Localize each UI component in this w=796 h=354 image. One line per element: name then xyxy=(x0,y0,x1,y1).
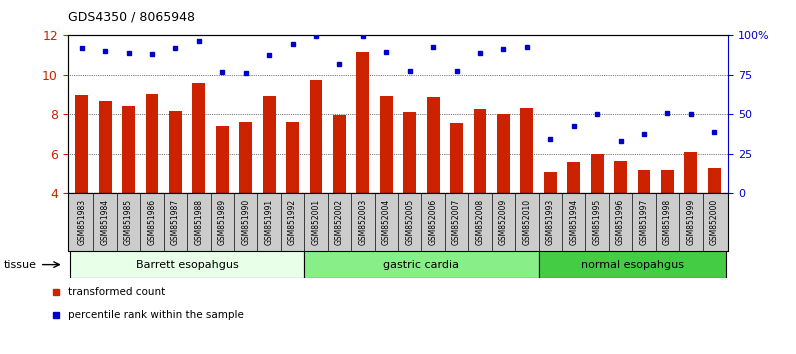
Text: percentile rank within the sample: percentile rank within the sample xyxy=(68,310,244,320)
Bar xyxy=(474,109,486,193)
Text: GSM852000: GSM852000 xyxy=(710,199,719,245)
Text: GSM851991: GSM851991 xyxy=(264,199,274,245)
Text: GSM851985: GSM851985 xyxy=(124,199,133,245)
Bar xyxy=(146,95,158,193)
Bar xyxy=(497,114,510,193)
Text: GSM852002: GSM852002 xyxy=(335,199,344,245)
Bar xyxy=(404,112,416,193)
Text: GSM851987: GSM851987 xyxy=(171,199,180,245)
Text: GSM851989: GSM851989 xyxy=(218,199,227,245)
Bar xyxy=(427,97,439,193)
Text: GSM851992: GSM851992 xyxy=(288,199,297,245)
Bar xyxy=(169,111,181,193)
Text: GSM851993: GSM851993 xyxy=(546,199,555,245)
Bar xyxy=(193,82,205,193)
Bar xyxy=(521,108,533,193)
Bar xyxy=(333,115,346,193)
Bar xyxy=(450,123,463,193)
Bar xyxy=(661,170,674,193)
FancyBboxPatch shape xyxy=(539,251,726,278)
Bar xyxy=(591,154,603,193)
Text: GSM851995: GSM851995 xyxy=(593,199,602,245)
Text: GSM852005: GSM852005 xyxy=(405,199,414,245)
Text: GSM852004: GSM852004 xyxy=(382,199,391,245)
Text: GSM852006: GSM852006 xyxy=(428,199,438,245)
Text: GSM851983: GSM851983 xyxy=(77,199,86,245)
Text: GSM852007: GSM852007 xyxy=(452,199,461,245)
Text: GSM851998: GSM851998 xyxy=(663,199,672,245)
Text: GSM851990: GSM851990 xyxy=(241,199,250,245)
Text: Barrett esopahgus: Barrett esopahgus xyxy=(136,259,239,270)
Text: GSM852001: GSM852001 xyxy=(311,199,321,245)
Bar xyxy=(122,106,135,193)
Bar xyxy=(357,52,369,193)
Bar xyxy=(310,80,322,193)
Bar xyxy=(708,168,720,193)
Bar xyxy=(685,152,697,193)
Bar xyxy=(216,126,228,193)
Bar xyxy=(638,170,650,193)
Bar xyxy=(263,96,275,193)
Text: GSM851984: GSM851984 xyxy=(100,199,110,245)
Text: GSM851996: GSM851996 xyxy=(616,199,625,245)
Bar xyxy=(240,122,252,193)
Bar xyxy=(286,122,299,193)
Text: GSM851997: GSM851997 xyxy=(639,199,649,245)
Text: GSM852008: GSM852008 xyxy=(475,199,485,245)
Text: GSM852009: GSM852009 xyxy=(499,199,508,245)
Text: GSM851986: GSM851986 xyxy=(147,199,157,245)
Bar xyxy=(544,172,556,193)
Text: GSM851999: GSM851999 xyxy=(686,199,696,245)
Text: GDS4350 / 8065948: GDS4350 / 8065948 xyxy=(68,11,195,24)
FancyBboxPatch shape xyxy=(70,251,304,278)
Bar xyxy=(76,96,88,193)
Text: normal esopahgus: normal esopahgus xyxy=(581,259,684,270)
Bar xyxy=(568,162,580,193)
Text: GSM851988: GSM851988 xyxy=(194,199,203,245)
Text: gastric cardia: gastric cardia xyxy=(384,259,459,270)
Text: GSM852003: GSM852003 xyxy=(358,199,368,245)
Bar xyxy=(615,161,627,193)
FancyBboxPatch shape xyxy=(304,251,539,278)
Text: GSM852010: GSM852010 xyxy=(522,199,532,245)
Text: GSM851994: GSM851994 xyxy=(569,199,578,245)
Text: transformed count: transformed count xyxy=(68,287,165,297)
Bar xyxy=(99,101,111,193)
Bar xyxy=(380,96,392,193)
Text: tissue: tissue xyxy=(4,259,37,270)
